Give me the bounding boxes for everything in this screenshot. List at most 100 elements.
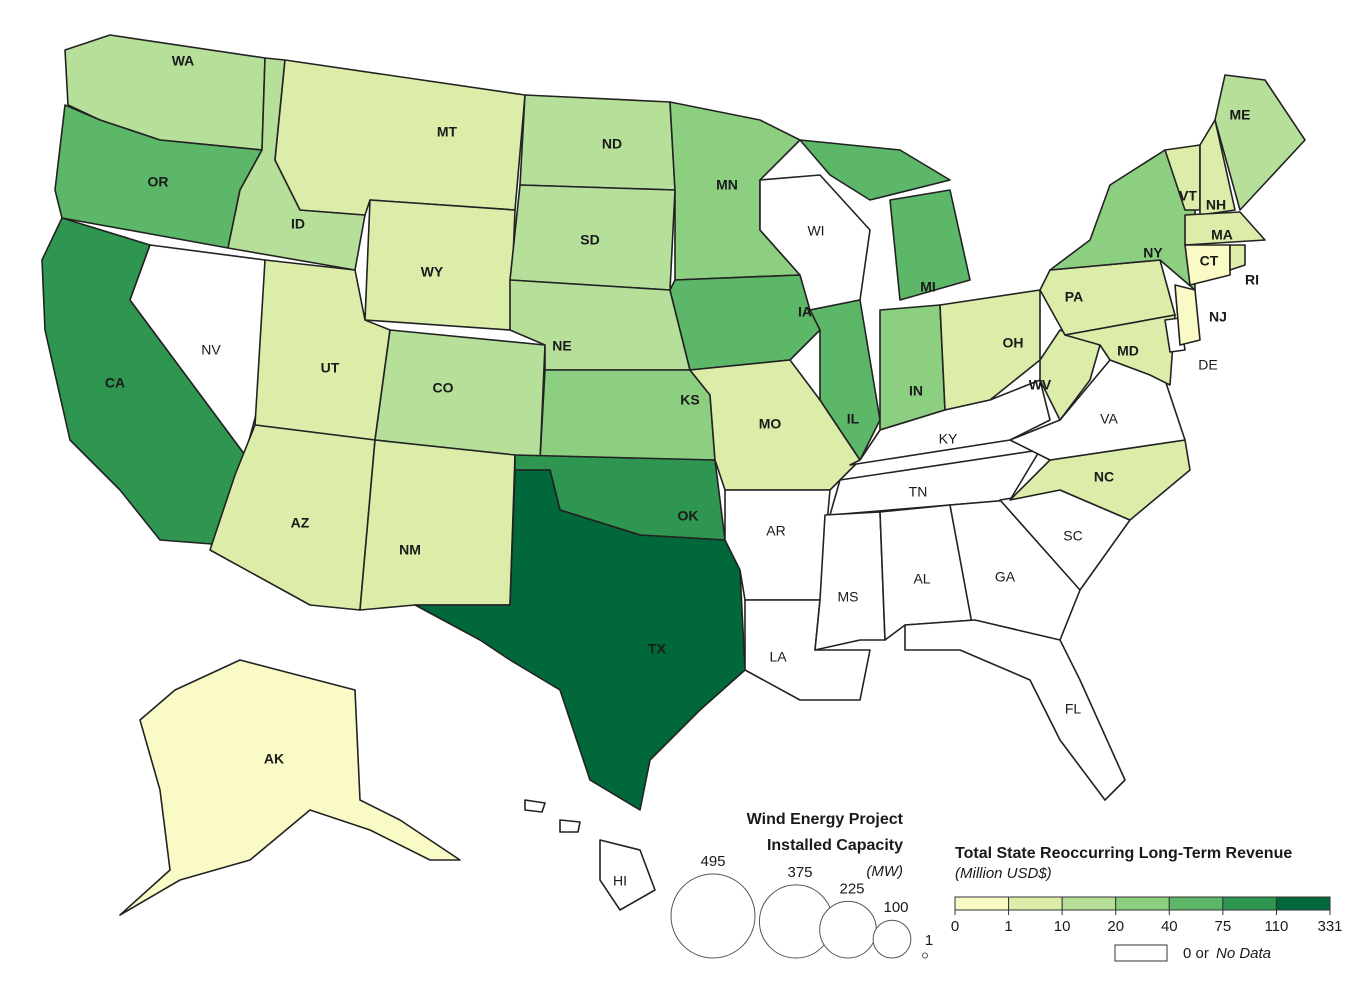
state-label: NC bbox=[1094, 469, 1114, 485]
state-label: NY bbox=[1143, 245, 1163, 261]
state-shape bbox=[1064, 314, 1176, 386]
color-legend-tick-label: 20 bbox=[1107, 918, 1124, 935]
color-legend-tick-label: 110 bbox=[1264, 918, 1288, 935]
state-label: VA bbox=[1100, 411, 1118, 427]
state-label: ID bbox=[291, 216, 305, 232]
state-shape bbox=[1184, 244, 1231, 286]
state-label: UT bbox=[321, 360, 340, 376]
state-label: ND bbox=[602, 136, 622, 152]
size-legend-label: 1 bbox=[925, 932, 933, 949]
size-legend-circle bbox=[922, 952, 928, 959]
state-shape bbox=[129, 244, 266, 456]
state-label: TX bbox=[648, 641, 667, 657]
state-shape bbox=[799, 139, 951, 201]
no-data-label: 0 or bbox=[1183, 945, 1209, 962]
state-label: KS bbox=[680, 392, 699, 408]
states bbox=[41, 34, 1306, 916]
color-legend-subtitle: (Million USD$) bbox=[955, 865, 1052, 882]
state-label: WA bbox=[172, 53, 195, 69]
state-label: OH bbox=[1003, 335, 1024, 351]
state-shape bbox=[669, 274, 821, 371]
no-data-label: No Data bbox=[1216, 945, 1271, 962]
state-label: RI bbox=[1245, 272, 1259, 288]
state-label: CO bbox=[433, 380, 454, 396]
state-label: IN bbox=[909, 383, 923, 399]
state-label: AR bbox=[766, 523, 785, 539]
size-legend-circle bbox=[670, 873, 756, 959]
state-shape bbox=[939, 289, 1041, 411]
color-legend-tick-label: 331 bbox=[1317, 918, 1342, 935]
state-shape bbox=[274, 59, 526, 216]
no-data-swatch bbox=[1114, 944, 1168, 962]
state-shape bbox=[1184, 211, 1266, 246]
state-shape bbox=[889, 189, 971, 301]
color-legend-bin bbox=[1061, 896, 1117, 911]
state-label: MT bbox=[437, 124, 458, 140]
state-shape bbox=[904, 619, 1126, 801]
state-shape bbox=[414, 469, 746, 811]
state-label: OR bbox=[148, 174, 169, 190]
state-label: AK bbox=[264, 751, 284, 767]
size-legend-label: 100 bbox=[883, 899, 908, 916]
color-legend-tick-label: 0 bbox=[951, 918, 959, 935]
state-label: LA bbox=[769, 649, 787, 665]
state-label: DE bbox=[1198, 357, 1217, 373]
color-legend-tick-label: 40 bbox=[1161, 918, 1178, 935]
size-legend-unit: (MW) bbox=[866, 863, 903, 880]
state-label: NJ bbox=[1209, 309, 1227, 325]
state-label: NM bbox=[399, 542, 421, 558]
state-label: TN bbox=[909, 484, 928, 500]
state-label: GA bbox=[995, 569, 1016, 585]
color-legend-bin bbox=[1168, 896, 1224, 911]
state-label: NH bbox=[1206, 197, 1226, 213]
color-legend-tick-label: 75 bbox=[1215, 918, 1232, 935]
color-legend-tick-label: 1 bbox=[1004, 918, 1012, 935]
state-label: HI bbox=[613, 873, 627, 889]
state-shape bbox=[524, 799, 546, 813]
state-shape bbox=[119, 659, 461, 916]
color-legend-bin bbox=[1115, 896, 1170, 911]
state-label: MI bbox=[920, 279, 936, 295]
state-shape bbox=[519, 94, 676, 191]
state-shape bbox=[599, 839, 656, 911]
state-label: FL bbox=[1065, 701, 1082, 717]
state-shape bbox=[1039, 329, 1101, 421]
state-label: NE bbox=[552, 338, 571, 354]
state-label: ME bbox=[1230, 107, 1251, 123]
state-label: CT bbox=[1200, 253, 1219, 269]
state-label: WV bbox=[1029, 377, 1052, 393]
state-label: WI bbox=[807, 223, 824, 239]
state-shape bbox=[539, 369, 716, 461]
state-label: PA bbox=[1065, 289, 1083, 305]
state-label: VT bbox=[1179, 188, 1197, 204]
state-label: MN bbox=[716, 177, 738, 193]
size-legend-label: 375 bbox=[787, 864, 812, 881]
size-legend-label: 495 bbox=[700, 853, 725, 870]
state-shape bbox=[559, 819, 581, 833]
state-shape bbox=[359, 439, 516, 611]
state-label: IL bbox=[847, 411, 860, 427]
color-legend-bin bbox=[954, 896, 1010, 911]
color-legend-bin bbox=[1222, 896, 1277, 911]
state-label: MO bbox=[759, 416, 782, 432]
color-legend-bin bbox=[1008, 896, 1063, 911]
state-label: MA bbox=[1211, 227, 1233, 243]
state-shape bbox=[814, 511, 886, 651]
state-shape bbox=[374, 329, 546, 461]
size-legend-circle bbox=[819, 900, 877, 959]
state-shape bbox=[1174, 284, 1201, 346]
size-legend-title: Installed Capacity bbox=[767, 837, 903, 854]
state-label: AZ bbox=[291, 515, 310, 531]
state-shape bbox=[1214, 74, 1306, 211]
state-label: SD bbox=[580, 232, 599, 248]
state-label: WY bbox=[421, 264, 444, 280]
legend: Wind Energy Project Installed Capacity (… bbox=[670, 811, 1343, 962]
state-shape bbox=[879, 304, 946, 431]
color-legend-title: Total State Reoccurring Long-Term Revenu… bbox=[955, 845, 1292, 862]
state-label: SC bbox=[1063, 528, 1082, 544]
state-label: IA bbox=[798, 304, 812, 320]
state-shape bbox=[1199, 119, 1236, 216]
state-label: OK bbox=[678, 508, 699, 524]
